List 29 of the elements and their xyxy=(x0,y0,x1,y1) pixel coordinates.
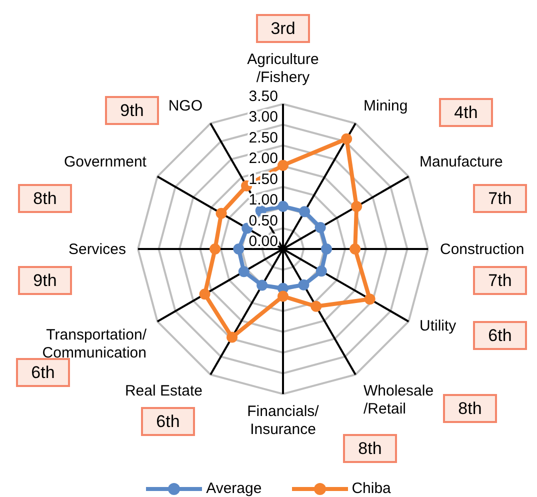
legend-label: Average xyxy=(206,480,262,497)
spoke-label: NGO xyxy=(168,98,202,114)
rank-box: 4th xyxy=(439,98,493,127)
spoke-label: Real Estate xyxy=(124,382,202,400)
spoke-label: Financials/ Insurance xyxy=(247,403,320,438)
spoke-label: Utility xyxy=(420,318,457,334)
rank-box: 9th xyxy=(105,96,159,125)
rank-box: 8th xyxy=(443,394,497,423)
rank-box: 6th xyxy=(473,321,527,350)
rank-box: 6th xyxy=(16,358,70,387)
y-tick-label: 2.00 xyxy=(248,150,278,168)
rank-box: 3rd xyxy=(256,14,310,43)
spoke-label: Services xyxy=(68,241,126,258)
y-tick-label: 3.50 xyxy=(248,88,278,105)
spoke-label: Manufacture xyxy=(420,154,503,170)
y-tick-label: 2.50 xyxy=(248,129,278,146)
spoke-label: Construction xyxy=(440,241,524,258)
rank-box: 7th xyxy=(473,184,527,213)
spoke-label: Mining xyxy=(364,98,408,114)
spoke-label: Agriculture /Fishery xyxy=(247,51,319,86)
y-tick-label: 3.00 xyxy=(248,108,278,126)
rank-box: 6th xyxy=(141,407,195,436)
spoke-label: Government xyxy=(64,154,148,170)
legend-label: Chiba xyxy=(352,480,391,497)
rank-box: 8th xyxy=(18,184,72,213)
rank-box: 7th xyxy=(473,266,527,295)
spoke-label: Wholesale /Retail xyxy=(364,382,434,418)
rank-box: 9th xyxy=(18,266,72,295)
rank-box: 8th xyxy=(343,434,397,463)
